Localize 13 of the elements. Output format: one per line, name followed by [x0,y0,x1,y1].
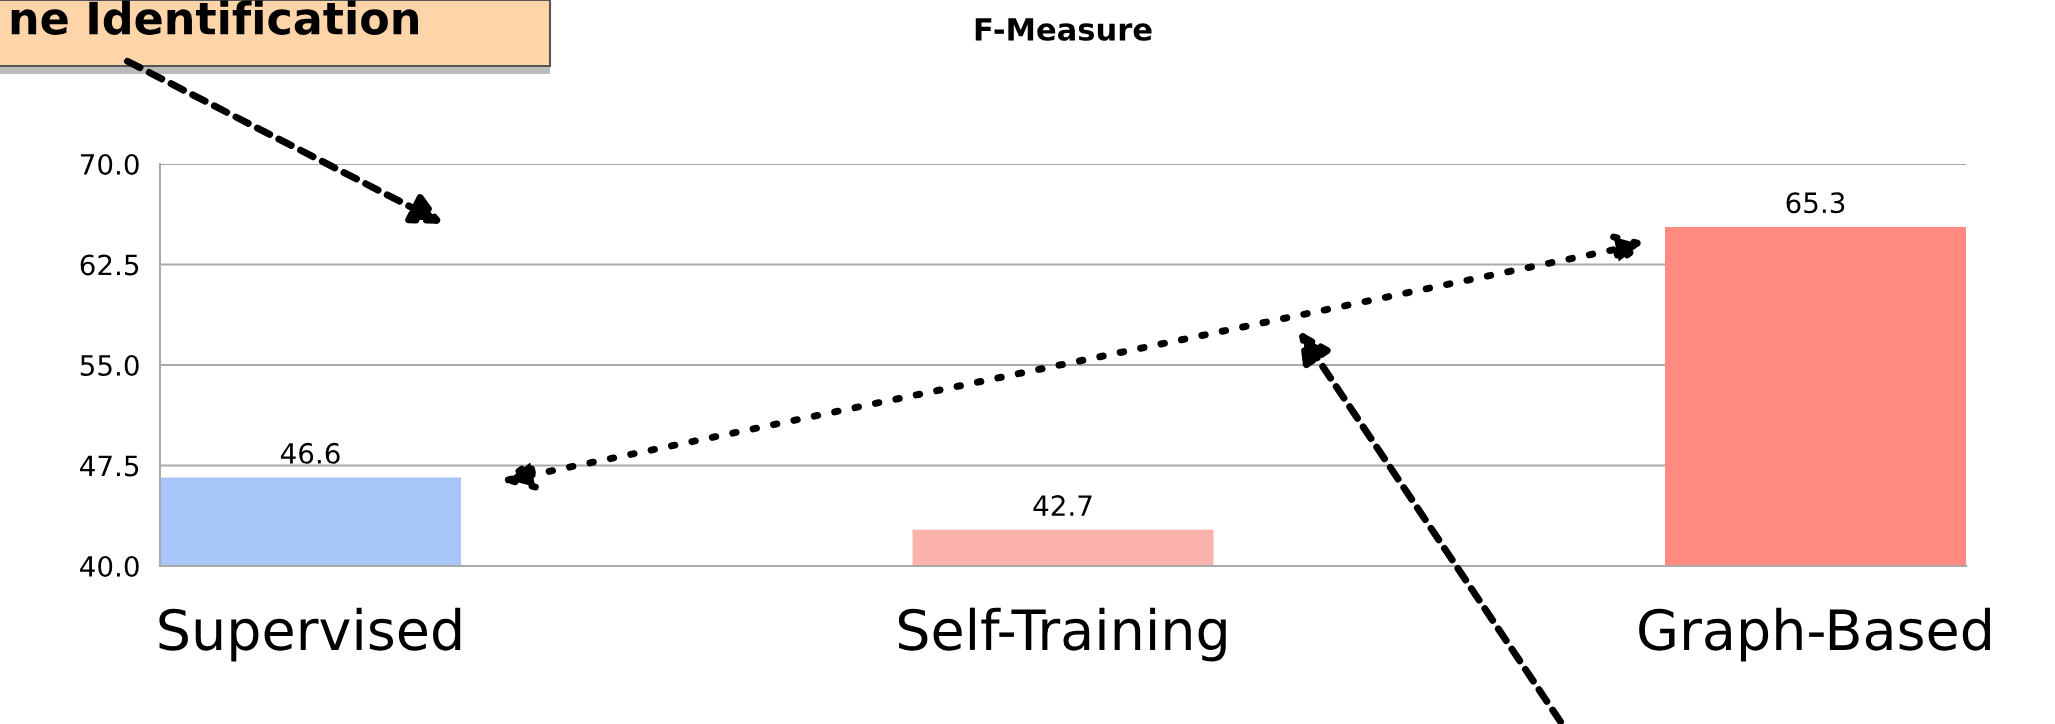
y-tick-label: 55.0 [80,354,139,376]
chart-title: F-Measure [975,18,1152,41]
y-tick-label: 47.5 [80,455,139,477]
y-tick-label: 62.5 [80,254,139,276]
x-tick-label: Supervised [159,607,461,662]
x-tick-label: Graph-Based [1639,607,1990,662]
data-label: 65.3 [1786,192,1845,214]
text: ne Identification [11,0,418,35]
data-label: 42.7 [1033,495,1092,516]
y-tick-label: 70.0 [80,153,139,175]
data-label: 46.6 [280,442,340,464]
y-tick-label: 40.0 [80,555,139,577]
x-tick-label: Self-Training [898,607,1226,662]
